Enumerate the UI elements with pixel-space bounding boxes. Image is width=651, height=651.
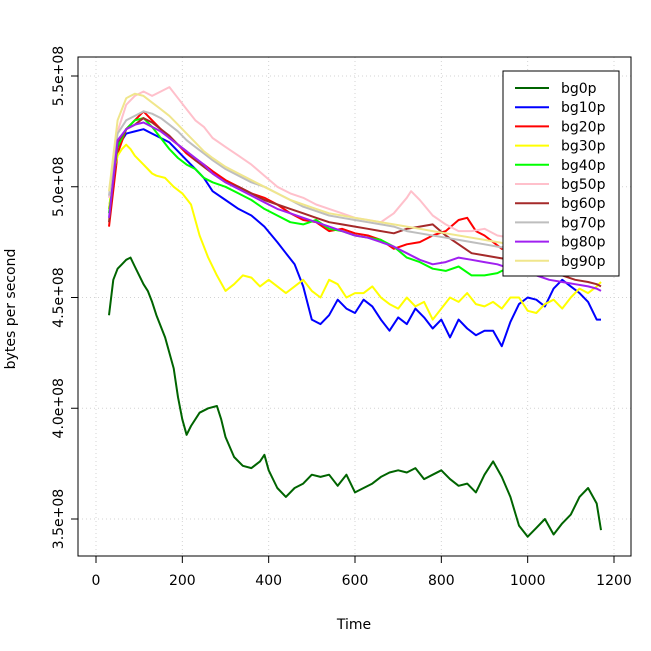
legend-label-bg40p: bg40p — [561, 158, 606, 174]
y-tick-label: 4.5e+08 — [51, 267, 67, 327]
x-tick-label: 1200 — [596, 573, 632, 589]
grid-lines — [78, 57, 631, 556]
legend-label-bg50p: bg50p — [561, 177, 606, 193]
x-tick-label: 800 — [428, 573, 455, 589]
y-axis-title: bytes per second — [3, 249, 19, 370]
x-axis: 0 200 400 600 800 1000 1200 — [92, 555, 632, 589]
legend-label-bg0p: bg0p — [561, 81, 597, 97]
y-tick-label: 5.5e+08 — [51, 46, 67, 106]
legend: bg0p bg10p bg20p bg30p bg40p bg50p bg60p bg70p b… — [502, 70, 620, 277]
x-tick-label: 1000 — [510, 573, 546, 589]
x-axis-title: Time — [336, 617, 371, 633]
x-tick-label: 400 — [255, 573, 282, 589]
y-axis: 3.5e+08 4.0e+08 4.5e+08 5.0e+08 5.5e+08 — [51, 46, 79, 549]
legend-label-bg20p: bg20p — [561, 119, 606, 135]
x-tick-label: 0 — [92, 573, 101, 589]
series-line-bg30p — [108, 143, 602, 321]
legend-label-bg90p: bg90p — [561, 254, 606, 270]
x-tick-label: 600 — [342, 573, 369, 589]
series-line-bg0p — [108, 256, 602, 538]
y-tick-label: 4.0e+08 — [51, 378, 67, 438]
y-tick-label: 5.0e+08 — [51, 157, 67, 217]
series-line-bg10p — [108, 128, 601, 348]
legend-label-bg30p: bg30p — [561, 139, 606, 155]
x-tick-label: 200 — [169, 573, 196, 589]
y-tick-label: 3.5e+08 — [51, 489, 67, 549]
legend-label-bg70p: bg70p — [561, 215, 606, 231]
legend-label-bg10p: bg10p — [561, 100, 606, 116]
legend-label-bg60p: bg60p — [561, 196, 606, 212]
legend-label-bg80p: bg80p — [561, 235, 606, 251]
